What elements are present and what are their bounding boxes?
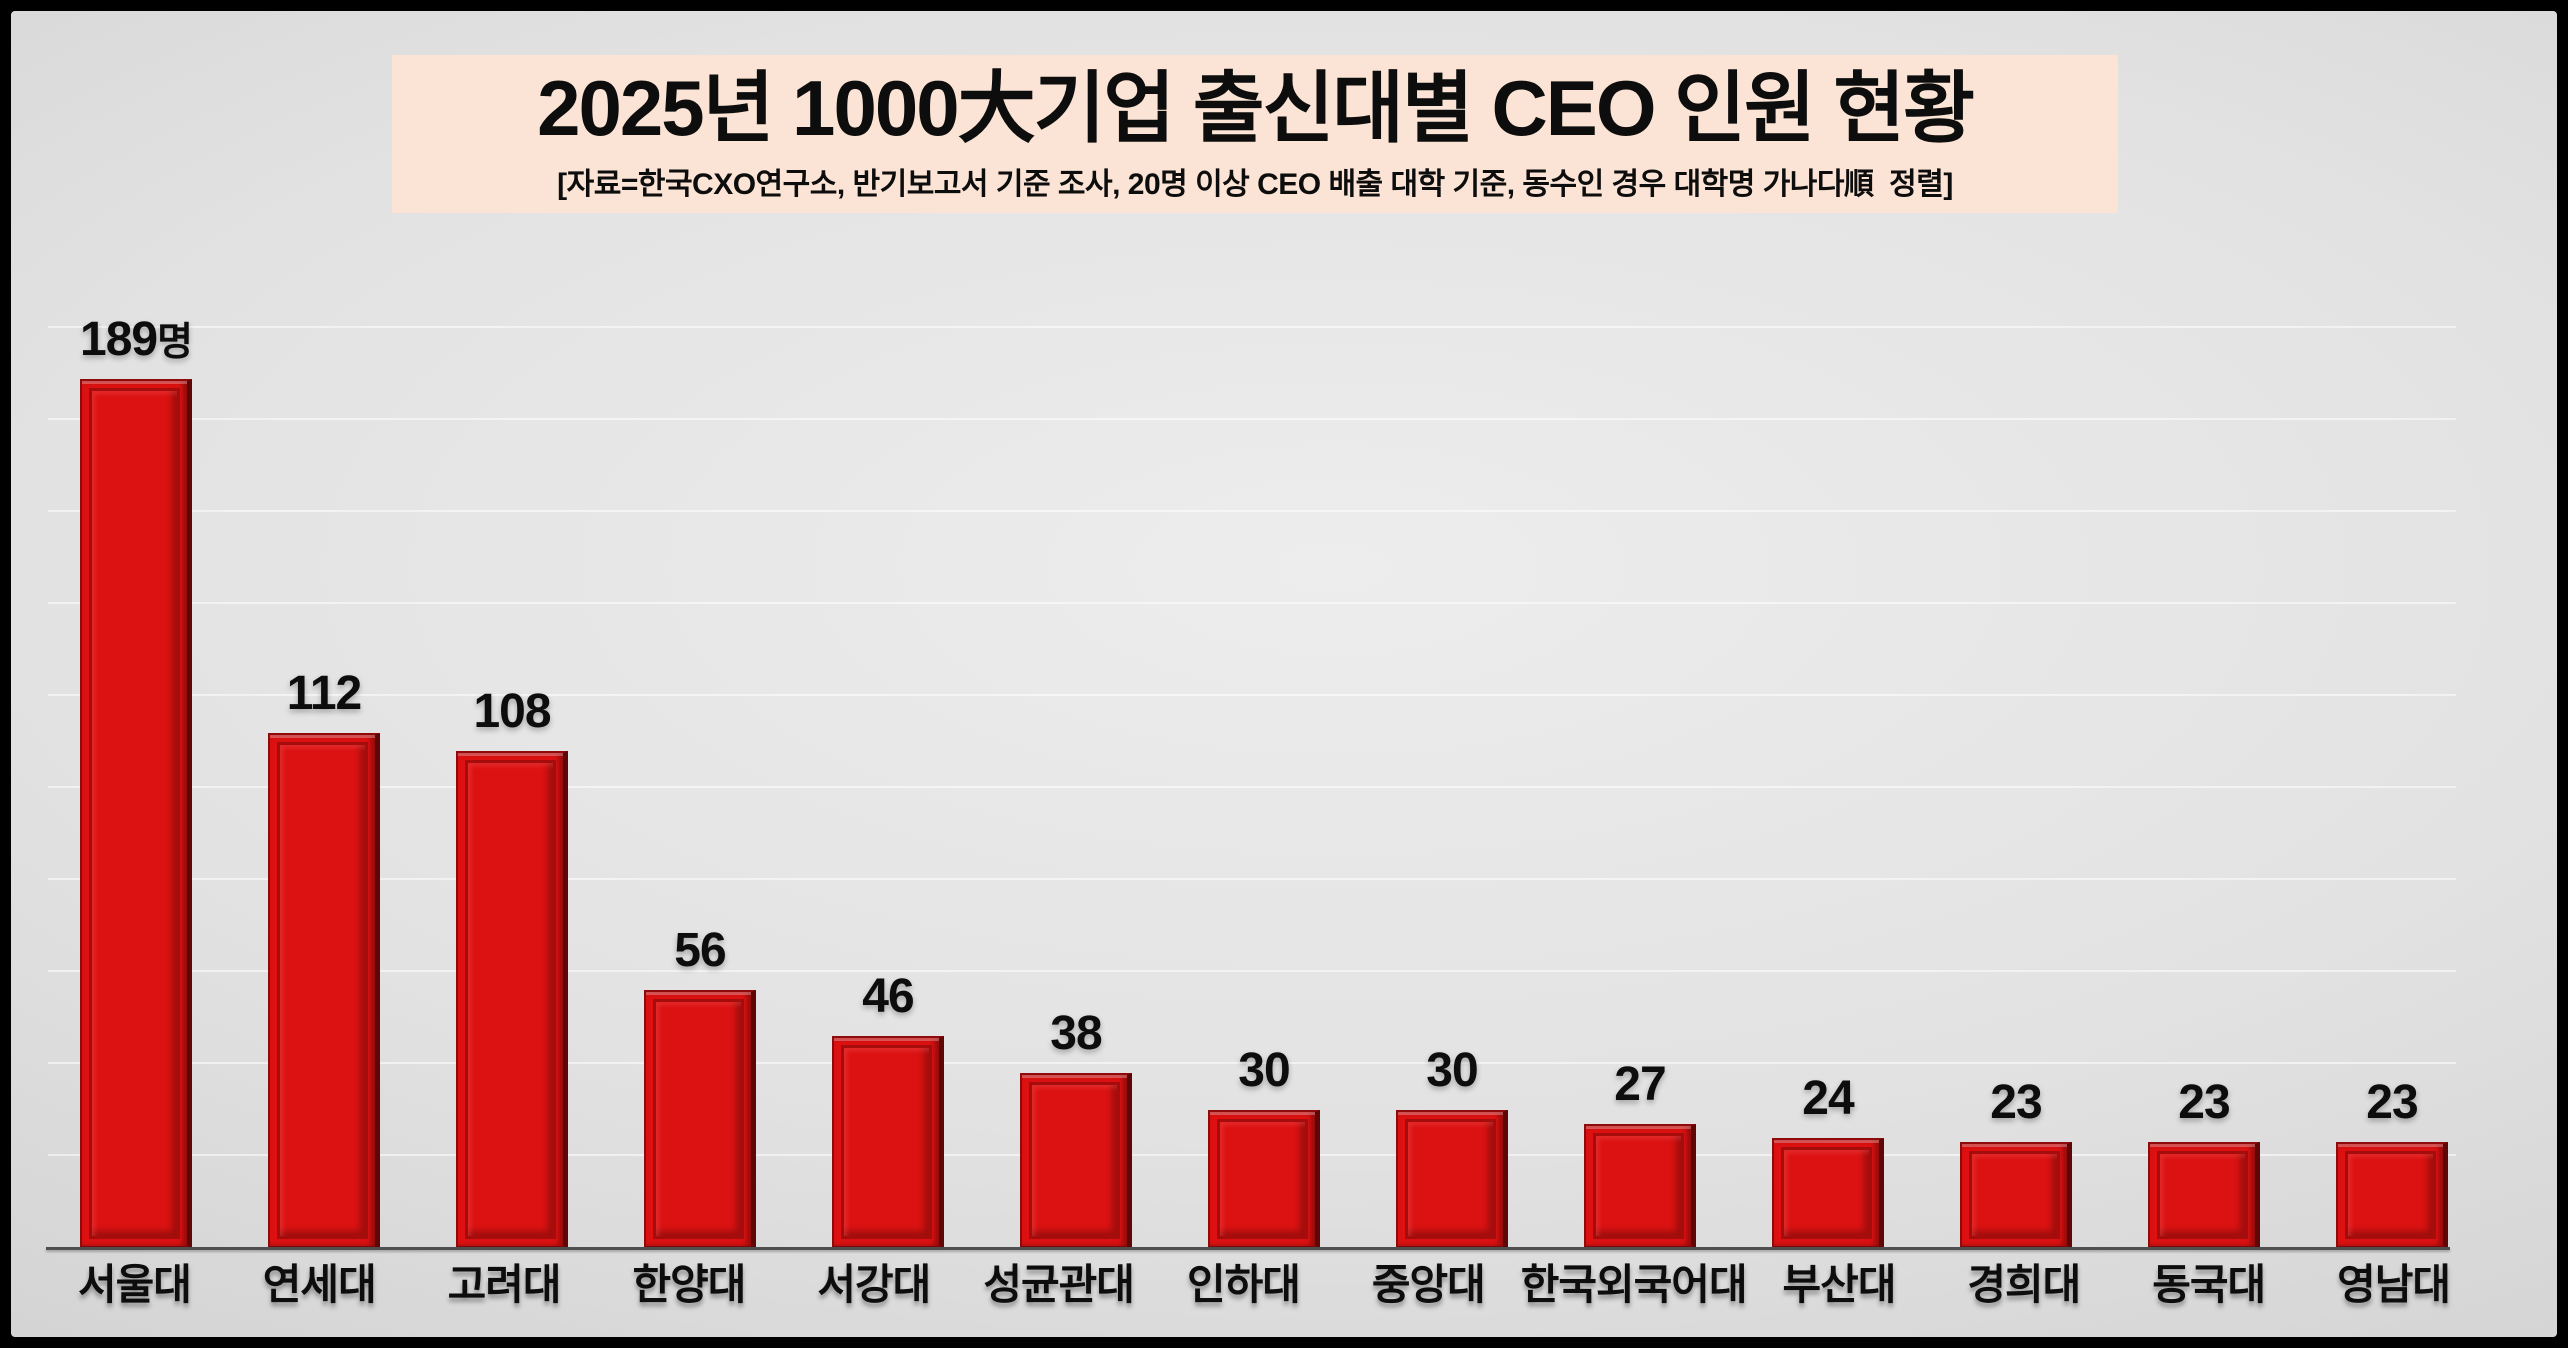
bar xyxy=(268,732,380,1248)
bar xyxy=(644,990,756,1248)
gridline-80 xyxy=(48,878,2456,880)
value-label: 27 xyxy=(1614,1057,1666,1111)
value-label: 189명 xyxy=(80,312,193,366)
chart-title: 2025년 1000大기업 출신대별 CEO 인원 현황 xyxy=(537,64,1975,153)
bar xyxy=(1584,1123,1696,1248)
value-label: 56 xyxy=(674,924,726,978)
category-labels-row: 서울대 연세대 고려대 한양대 서강대 성균관대 인하대 중앙대 한국외국어대 부산대 경희대 동국대… xyxy=(42,1261,2486,1308)
value-label: 112 xyxy=(286,666,362,720)
bar-column: 23 xyxy=(2298,328,2486,1248)
bar xyxy=(1208,1110,1320,1248)
value-number: 24 xyxy=(1802,1071,1854,1125)
bar xyxy=(456,751,568,1248)
value-number: 30 xyxy=(1238,1044,1290,1097)
value-number: 30 xyxy=(1426,1044,1478,1097)
category-label: 중앙대 xyxy=(1371,1261,1486,1308)
bar-chart-plot-area: 189명 112 108 56 46 38 30 30 27 24 23 23 23 xyxy=(42,315,2486,1250)
category-label: 경희대 xyxy=(1967,1261,2081,1308)
x-axis-line xyxy=(46,1247,2450,1250)
category-label: 서강대 xyxy=(817,1261,931,1308)
value-number: 112 xyxy=(286,666,362,720)
category-label: 동국대 xyxy=(2152,1261,2266,1308)
gridline-120 xyxy=(48,694,2456,696)
bar-column: 56 xyxy=(606,328,794,1248)
bar xyxy=(1960,1142,2072,1248)
category-label: 성균관대 xyxy=(983,1261,1135,1308)
bar xyxy=(80,378,192,1248)
value-number: 27 xyxy=(1614,1057,1666,1111)
value-number: 23 xyxy=(2178,1076,2230,1130)
value-number: 23 xyxy=(2366,1076,2418,1130)
value-label: 38 xyxy=(1050,1007,1102,1061)
value-label: 30 xyxy=(1238,1044,1290,1097)
value-number: 56 xyxy=(674,924,726,978)
gridline-60 xyxy=(48,970,2456,972)
value-label: 46 xyxy=(862,970,914,1024)
bar xyxy=(1020,1073,1132,1248)
bar-column: 46 xyxy=(794,328,982,1248)
value-number: 108 xyxy=(473,685,551,739)
category-label: 서울대 xyxy=(77,1261,192,1308)
bar-column: 27 xyxy=(1546,328,1734,1248)
category-label: 부산대 xyxy=(1782,1261,1897,1308)
bar-column: 23 xyxy=(1922,328,2110,1248)
value-number: 23 xyxy=(1990,1076,2042,1130)
gridline-200 xyxy=(48,326,2456,328)
gridline-140 xyxy=(48,602,2456,604)
gridline-160 xyxy=(48,510,2456,512)
chart-subtitle: [자료=한국CXO연구소, 반기보고서 기준 조사, 20명 이상 CEO 배출… xyxy=(557,167,1953,201)
bar-column: 30 xyxy=(1358,328,1546,1248)
bar-column: 112 xyxy=(230,328,418,1248)
category-label: 고려대 xyxy=(447,1261,562,1308)
bar-column: 38 xyxy=(982,328,1170,1248)
category-label: 영남대 xyxy=(2337,1261,2451,1308)
value-label: 23 xyxy=(2366,1076,2418,1130)
bar xyxy=(1772,1137,1884,1248)
bar-column: 24 xyxy=(1734,328,1922,1248)
value-unit-suffix: 명 xyxy=(157,320,193,364)
gridline-180 xyxy=(48,418,2456,420)
value-label: 108 xyxy=(473,685,551,739)
category-label: 연세대 xyxy=(262,1261,377,1308)
category-label: 한국외국어대 xyxy=(1520,1261,1748,1308)
bar-column: 189명 xyxy=(42,315,230,1248)
bar-column: 23 xyxy=(2110,328,2298,1248)
bars-row: 189명 112 108 56 46 38 30 30 27 24 23 23 23 xyxy=(42,315,2486,1248)
value-number: 46 xyxy=(862,970,914,1024)
bar xyxy=(832,1036,944,1248)
value-label: 23 xyxy=(1990,1076,2042,1130)
bar xyxy=(2148,1142,2260,1248)
value-label: 24 xyxy=(1802,1071,1854,1125)
bar xyxy=(2336,1142,2448,1248)
category-label: 인하대 xyxy=(1187,1261,1301,1308)
bar-column: 30 xyxy=(1170,328,1358,1248)
value-number: 38 xyxy=(1050,1007,1102,1061)
value-label: 23 xyxy=(2178,1076,2230,1130)
gridline-40 xyxy=(48,1062,2456,1064)
bar-column: 108 xyxy=(418,328,606,1248)
value-number: 189 xyxy=(80,312,158,366)
category-label: 한양대 xyxy=(632,1261,746,1308)
bar xyxy=(1396,1110,1508,1248)
title-box: 2025년 1000大기업 출신대별 CEO 인원 현황 [자료=한국CXO연구… xyxy=(392,55,2118,213)
gridline-100 xyxy=(48,786,2456,788)
value-label: 30 xyxy=(1426,1044,1478,1097)
